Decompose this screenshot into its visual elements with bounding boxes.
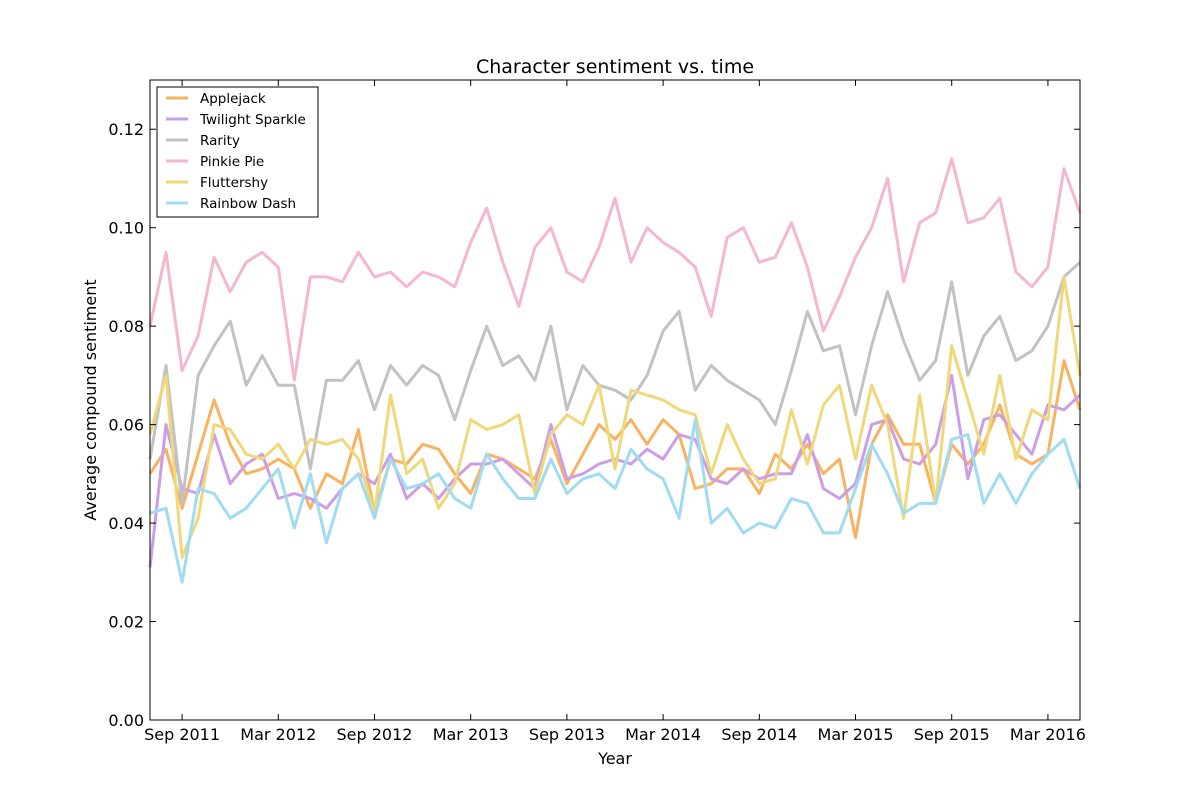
x-tick-label: Sep 2014 bbox=[721, 725, 797, 744]
legend: Applejack Twilight Sparkle Rarity Pinkie Pi… bbox=[156, 86, 319, 218]
legend-label-pinkie-pie: Pinkie Pie bbox=[200, 154, 264, 170]
legend-box bbox=[156, 86, 319, 218]
x-tick-label: Sep 2013 bbox=[529, 725, 605, 744]
legend-label-rainbow-dash: Rainbow Dash bbox=[200, 196, 296, 212]
y-axis-title: Average compound sentiment bbox=[81, 279, 100, 520]
legend-label-rarity: Rarity bbox=[200, 133, 240, 149]
y-tick-label: 0.10 bbox=[108, 219, 144, 238]
y-tick-label: 0.04 bbox=[108, 514, 144, 533]
series-layer bbox=[148, 157, 1082, 584]
x-tick-label: Mar 2015 bbox=[818, 725, 894, 744]
x-tick-label: Mar 2016 bbox=[1010, 725, 1086, 744]
y-tick-label: 0.00 bbox=[108, 711, 144, 730]
plot-frame bbox=[149, 79, 1081, 721]
y-axis: 0.00 0.02 0.04 0.06 0.08 0.10 0.12 bbox=[108, 120, 1080, 730]
x-tick-label: Mar 2014 bbox=[625, 725, 701, 744]
x-axis: Sep 2011 Mar 2012 Sep 2012 Mar 2013 Sep 2013… bbox=[144, 80, 1086, 744]
x-tick-label: Sep 2015 bbox=[914, 725, 990, 744]
y-tick-label: 0.12 bbox=[108, 120, 144, 139]
legend-label-twilight-sparkle: Twilight Sparkle bbox=[199, 112, 306, 128]
legend-label-applejack: Applejack bbox=[200, 91, 266, 107]
x-axis-title: Year bbox=[597, 749, 632, 768]
series-line-rainbow-dash bbox=[149, 418, 1082, 584]
legend-label-fluttershy: Fluttershy bbox=[200, 175, 268, 191]
series-line-fluttershy bbox=[148, 275, 1082, 559]
chart-title: Character sentiment vs. time bbox=[476, 56, 754, 78]
y-tick-label: 0.06 bbox=[108, 416, 144, 435]
y-tick-label: 0.08 bbox=[108, 317, 144, 336]
series-line-pinkie-pie bbox=[148, 157, 1082, 382]
x-tick-label: Mar 2013 bbox=[433, 725, 509, 744]
x-tick-label: Sep 2012 bbox=[336, 725, 412, 744]
y-tick-label: 0.02 bbox=[108, 613, 144, 632]
x-tick-label: Mar 2012 bbox=[240, 725, 316, 744]
series-line-rarity bbox=[148, 261, 1082, 505]
x-tick-label: Sep 2011 bbox=[144, 725, 220, 744]
